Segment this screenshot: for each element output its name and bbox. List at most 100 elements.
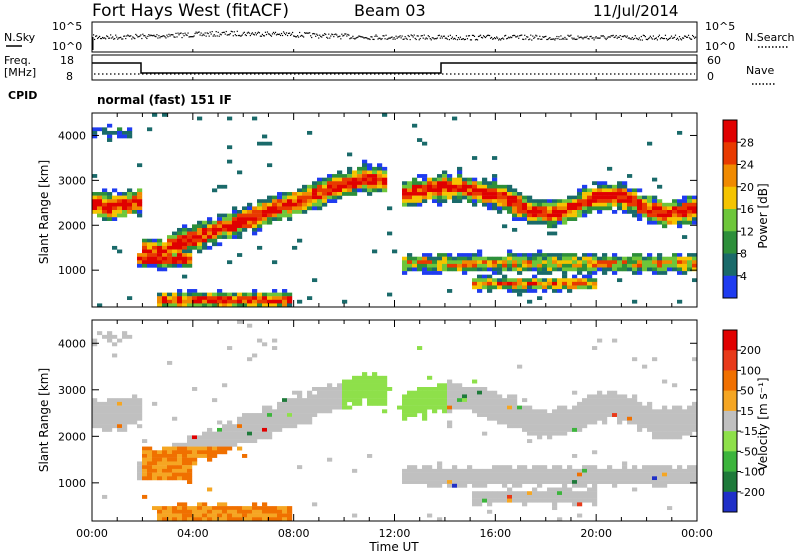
heatmap-cell [402,468,408,473]
heatmap-cell [652,409,658,414]
heatmap-cell [277,199,283,204]
heatmap-cell [367,174,373,178]
heatmap-cell [337,192,343,196]
heatmap-cell [152,260,158,265]
noise-sample [217,31,219,33]
noise-sample [198,31,200,33]
heatmap-cell [187,260,193,265]
heatmap-cell [462,405,468,410]
heatmap-cell [467,184,473,189]
noise-sample [269,34,272,36]
heatmap-cell [407,202,413,207]
station-title: Fort Hays West (fitACF) [92,1,289,21]
heatmap-cell [352,468,358,473]
heatmap-cell [367,166,373,171]
noise-sample [138,36,140,38]
heatmap-cell [487,274,493,279]
heatmap-cell [682,427,688,432]
heatmap-cell [542,420,548,425]
heatmap-cell [677,409,683,414]
noise-sample [554,39,556,41]
noise-sample [559,38,561,41]
heatmap-cell [527,217,533,221]
heatmap-cell [592,281,598,286]
noise-sample [191,36,193,38]
heatmap-cell [442,476,448,481]
heatmap-cell [602,263,608,268]
noise-sample [153,34,155,36]
heatmap-cell [517,468,523,473]
heatmap-cell [92,174,98,178]
heatmap-cell [267,427,273,432]
heatmap-cell [612,480,618,484]
noise-sample [221,32,223,34]
heatmap-cell [572,274,578,279]
heatmap-cell [257,292,263,297]
heatmap-cell [557,206,563,211]
heatmap-cell [692,267,698,272]
noise-sample [195,31,197,33]
heatmap-cell [202,238,208,243]
heatmap-cell [512,206,518,211]
heatmap-cell [572,195,578,200]
heatmap-cell [662,379,668,384]
noise-sample [176,36,178,38]
heatmap-cell [622,256,628,261]
heatmap-cell [527,253,533,257]
heatmap-cell [637,424,643,429]
noise-sample [134,37,136,40]
heatmap-cell [172,468,178,473]
heatmap-cell [602,192,608,196]
heatmap-cell [617,476,623,481]
heatmap-cell [677,224,683,229]
heatmap-cell [657,256,663,261]
heatmap-cell [182,506,188,511]
heatmap-cell [542,480,548,484]
noise-sample [282,31,285,33]
heatmap-cell [597,184,603,189]
heatmap-cell [692,405,698,410]
heatmap-cell [307,390,313,395]
heatmap-cell [657,468,663,473]
heatmap-cell [472,263,478,268]
heatmap-cell [157,263,163,268]
heatmap-cell [377,379,383,384]
colorbar-swatch [723,330,737,351]
heatmap-cell [412,181,418,186]
heatmap-cell [282,405,288,410]
heatmap-cell [237,253,243,257]
heatmap-cell [672,413,678,417]
heatmap-cell [642,476,648,481]
heatmap-cell [97,206,103,211]
heatmap-cell [632,398,638,403]
heatmap-cell [192,245,198,250]
heatmap-cell [627,206,633,211]
heatmap-cell [132,416,138,421]
heatmap-cell [127,405,133,410]
heatmap-cell [657,217,663,221]
heatmap-cell [407,199,413,204]
heatmap-cell [127,130,133,135]
heatmap-cell [632,253,638,257]
heatmap-cell [137,465,143,470]
heatmap-cell [257,435,263,440]
heatmap-cell [547,224,553,229]
heatmap-cell [567,267,573,272]
heatmap-cell [167,245,173,250]
heatmap-cell [277,427,283,432]
heatmap-cell [587,401,593,406]
heatmap-cell [507,263,513,268]
heatmap-cell [182,442,188,447]
noise-sample [373,38,375,41]
heatmap-cell [402,192,408,196]
heatmap-cell [582,188,588,193]
noise-sample [96,35,98,37]
heatmap-cell [537,206,543,211]
heatmap-cell [457,253,463,257]
heatmap-cell [197,517,203,522]
heatmap-cell [112,195,118,200]
noise-sample [631,36,633,39]
heatmap-cell [232,206,238,211]
heatmap-cell [572,413,578,417]
noise-sample [445,37,447,39]
